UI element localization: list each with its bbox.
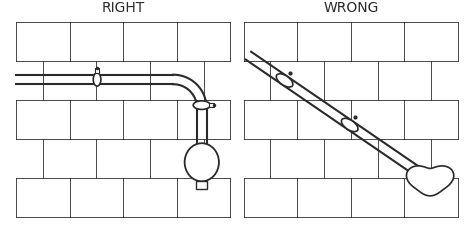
Text: WRONG: WRONG bbox=[323, 1, 378, 15]
Polygon shape bbox=[406, 166, 454, 196]
Ellipse shape bbox=[276, 74, 293, 87]
Ellipse shape bbox=[93, 73, 101, 86]
Bar bbox=[16, 22, 230, 217]
Ellipse shape bbox=[195, 146, 209, 155]
Bar bbox=[244, 22, 458, 217]
Bar bbox=[95, 68, 99, 73]
Ellipse shape bbox=[341, 118, 358, 132]
Bar bbox=[196, 181, 208, 189]
Ellipse shape bbox=[193, 101, 210, 109]
Bar bbox=[210, 103, 214, 107]
Text: RIGHT: RIGHT bbox=[101, 1, 145, 15]
Ellipse shape bbox=[185, 143, 219, 181]
